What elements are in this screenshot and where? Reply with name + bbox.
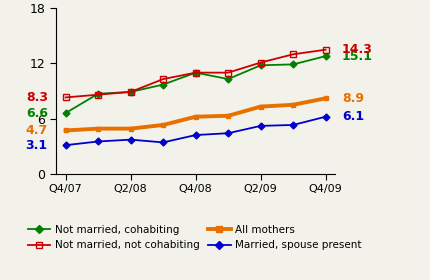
Text: 6.1: 6.1 — [342, 110, 364, 123]
Legend: Not married, cohabiting, Not married, not cohabiting, All mothers, Married, spou: Not married, cohabiting, Not married, no… — [28, 225, 361, 250]
Text: 3.1: 3.1 — [26, 139, 48, 152]
Text: 8.9: 8.9 — [342, 92, 364, 105]
Text: 15.1: 15.1 — [342, 50, 373, 63]
Text: 6.6: 6.6 — [26, 106, 48, 120]
Text: 8.3: 8.3 — [26, 91, 48, 104]
Text: 14.3: 14.3 — [342, 43, 373, 56]
Text: 4.7: 4.7 — [25, 124, 48, 137]
